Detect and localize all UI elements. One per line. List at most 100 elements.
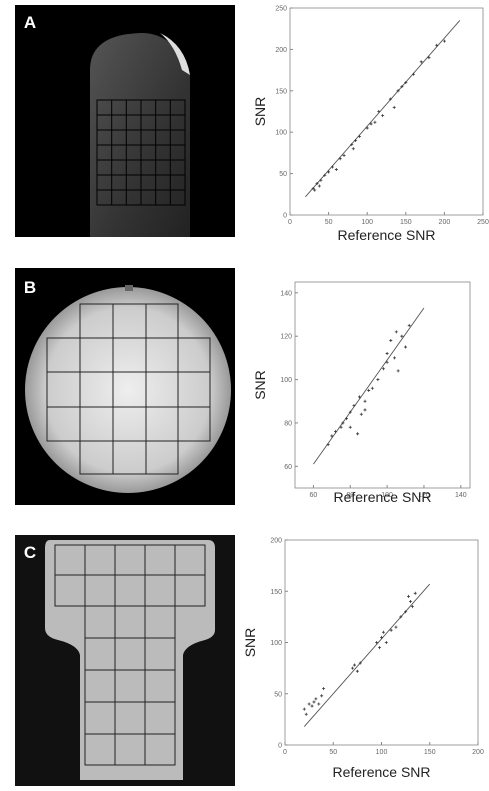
point (330, 165, 334, 169)
point (367, 388, 371, 392)
point (352, 663, 356, 667)
point (375, 641, 379, 644)
point (302, 707, 306, 711)
point (400, 85, 404, 89)
point (373, 120, 377, 124)
point (315, 182, 319, 186)
point (419, 60, 423, 64)
point (412, 72, 416, 76)
point (389, 628, 393, 632)
point (407, 594, 411, 598)
x-tick-label: 100 (381, 492, 393, 499)
x-tick-label: 150 (424, 749, 436, 756)
point (317, 184, 321, 188)
y-tick-label: 100 (270, 640, 282, 647)
point (348, 425, 352, 429)
y-tick-label: 0 (283, 213, 287, 220)
point (385, 360, 389, 364)
point (330, 434, 334, 438)
point (334, 167, 338, 171)
point (407, 323, 411, 327)
point (408, 600, 412, 603)
point (341, 421, 345, 425)
point (354, 138, 358, 142)
point (404, 345, 408, 349)
point (317, 702, 321, 706)
point (384, 641, 388, 644)
y-tick-label: 50 (279, 171, 287, 178)
point (359, 412, 363, 416)
point (400, 334, 404, 338)
point (320, 694, 324, 698)
point (394, 625, 398, 629)
point (385, 352, 389, 356)
fit-line (303, 583, 431, 727)
point (392, 356, 396, 360)
x-tick-label: 200 (472, 749, 484, 756)
x-tick-label: 200 (439, 219, 451, 226)
y-tick-label: 80 (284, 420, 292, 427)
y-tick-label: 0 (278, 743, 282, 750)
x-tick-label: 120 (418, 492, 430, 499)
y-axis-label: SNR (252, 370, 268, 400)
x-axis-label: Reference SNR (332, 764, 430, 780)
y-tick-label: 100 (275, 130, 287, 137)
point (339, 425, 343, 429)
point (351, 666, 355, 670)
y-tick-label: 200 (275, 47, 287, 54)
point (342, 153, 346, 157)
y-tick-label: 150 (270, 589, 282, 596)
point (370, 386, 374, 390)
image-b (15, 268, 235, 505)
point (322, 687, 326, 691)
x-tick-label: 0 (288, 219, 292, 226)
panel-label: C (24, 543, 36, 562)
x-axis-label: Reference SNR (337, 227, 435, 243)
point (352, 404, 356, 408)
point (357, 395, 361, 399)
x-tick-label: 60 (310, 492, 318, 499)
point (307, 702, 311, 706)
point (377, 110, 381, 113)
point (356, 432, 360, 436)
point (365, 126, 369, 130)
y-tick-label: 250 (275, 6, 287, 13)
point (410, 605, 414, 609)
point (358, 661, 362, 665)
point (369, 122, 373, 126)
point (334, 430, 338, 434)
image-a (15, 5, 235, 238)
panel-label: A (24, 13, 36, 32)
point (319, 178, 323, 182)
x-tick-label: 0 (283, 749, 287, 756)
point (381, 114, 385, 118)
x-axis-label: Reference SNR (333, 489, 431, 505)
point (345, 417, 349, 421)
point (327, 170, 331, 174)
point (348, 410, 352, 414)
point (311, 187, 315, 191)
point (363, 408, 367, 412)
point (388, 97, 392, 101)
point (355, 669, 359, 673)
fit-line (313, 307, 425, 465)
point (396, 369, 400, 373)
y-tick-label: 50 (274, 691, 282, 698)
point (378, 646, 382, 650)
y-tick-label: 200 (270, 538, 282, 545)
y-tick-label: 100 (280, 377, 292, 384)
panel-label: B (24, 278, 36, 297)
image-c (15, 535, 235, 786)
point (357, 134, 361, 138)
x-tick-label: 50 (325, 219, 333, 226)
point (351, 147, 355, 151)
point (404, 81, 408, 85)
point (399, 615, 403, 619)
y-tick-label: 140 (280, 290, 292, 297)
point (338, 157, 342, 161)
point (323, 173, 327, 177)
y-tick-label: 150 (275, 88, 287, 95)
point (392, 105, 396, 109)
point (313, 188, 317, 192)
